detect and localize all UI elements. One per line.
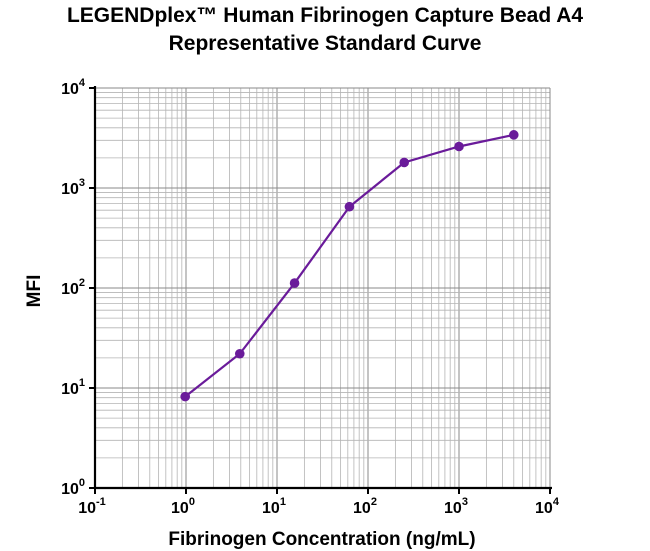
data-point: [508, 130, 519, 140]
x-tick-labels: 10-1 100 101 102 103 104: [78, 496, 560, 517]
y-tick-label: 100: [61, 477, 85, 498]
x-tick-label: 102: [353, 496, 377, 517]
data-point: [399, 157, 410, 168]
x-tick-label: 101: [262, 496, 286, 517]
axes: [89, 86, 552, 494]
x-tick-label: 104: [535, 496, 560, 517]
y-tick-label: 104: [61, 77, 86, 98]
data-point: [180, 391, 191, 402]
y-tick-labels: 100 101 102 103 104: [61, 77, 86, 498]
x-tick-label: 100: [171, 496, 195, 517]
data-point: [289, 278, 300, 288]
data-point: [344, 201, 355, 212]
series-line: [184, 133, 515, 398]
y-axis-label: MFI: [24, 275, 45, 308]
data-series: [180, 130, 519, 402]
chart-subtitle: Representative Standard Curve: [168, 32, 482, 55]
y-tick-label: 103: [61, 177, 85, 198]
y-tick-label: 102: [61, 277, 85, 298]
y-tick-label: 101: [61, 377, 85, 398]
x-tick-label: 103: [444, 496, 468, 517]
grid-lines: [94, 87, 551, 489]
chart-title: LEGENDplex™ Human Fibrinogen Capture Bea…: [66, 4, 584, 27]
data-point: [454, 141, 464, 152]
x-axis-label: Fibrinogen Concentration (ng/mL): [168, 529, 475, 550]
x-tick-label: 10-1: [78, 496, 106, 517]
data-point: [234, 348, 245, 359]
